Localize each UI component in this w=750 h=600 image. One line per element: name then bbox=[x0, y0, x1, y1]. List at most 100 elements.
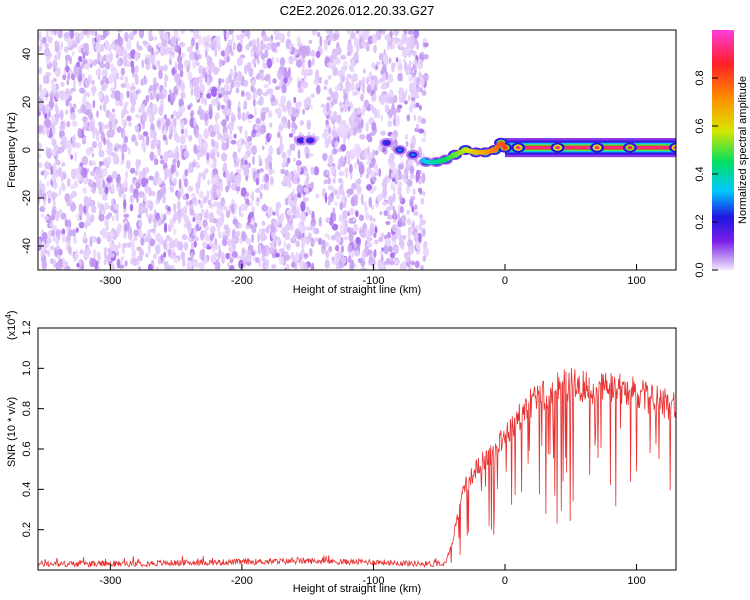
noise-cell bbox=[256, 197, 260, 202]
noise-cell bbox=[181, 234, 188, 241]
noise-cell bbox=[247, 162, 252, 169]
noise-cell bbox=[402, 58, 407, 63]
noise-cell bbox=[105, 160, 110, 169]
noise-cell bbox=[62, 94, 69, 100]
noise-cell bbox=[340, 54, 347, 60]
noise-cell bbox=[84, 63, 90, 70]
noise-cell bbox=[111, 198, 115, 205]
noise-cell bbox=[108, 119, 113, 131]
noise-cell bbox=[44, 161, 50, 169]
noise-cell bbox=[251, 129, 257, 134]
noise-cell bbox=[71, 50, 75, 57]
noise-cell bbox=[379, 250, 383, 256]
noise-cell bbox=[82, 155, 88, 166]
noise-cell bbox=[381, 247, 385, 252]
noise-cell bbox=[238, 206, 242, 217]
noise-cell bbox=[291, 205, 297, 214]
noise-cell bbox=[298, 101, 302, 107]
noise-cell bbox=[228, 74, 232, 84]
noise-cell bbox=[398, 94, 403, 103]
noise-cell bbox=[251, 226, 257, 233]
noise-cell bbox=[335, 46, 342, 56]
noise-cell bbox=[183, 223, 188, 228]
noise-cell bbox=[70, 201, 76, 212]
noise-cell bbox=[272, 221, 279, 228]
noise-cell bbox=[256, 88, 263, 96]
noise-cell bbox=[244, 159, 248, 166]
noise-cell bbox=[310, 93, 315, 99]
noise-cell bbox=[297, 192, 302, 198]
noise-cell bbox=[327, 74, 332, 80]
noise-cell bbox=[164, 80, 167, 88]
noise-cell bbox=[366, 166, 372, 176]
noise-cell bbox=[118, 264, 125, 269]
noise-cell bbox=[423, 240, 428, 248]
noise-cell bbox=[348, 231, 354, 243]
noise-cell bbox=[160, 117, 166, 127]
noise-cell bbox=[199, 84, 205, 94]
noise-cell bbox=[423, 72, 429, 82]
noise-cell bbox=[95, 68, 102, 77]
noise-cell bbox=[409, 83, 414, 94]
noise-cell bbox=[307, 59, 312, 68]
noise-cell bbox=[365, 212, 370, 221]
noise-cell bbox=[45, 104, 50, 110]
noise-cell bbox=[287, 194, 292, 201]
noise-cell bbox=[204, 225, 210, 231]
noise-cell bbox=[91, 37, 95, 47]
noise-cell bbox=[362, 77, 365, 86]
noise-cell bbox=[258, 259, 262, 268]
noise-cell bbox=[147, 243, 152, 254]
noise-cell bbox=[241, 231, 247, 242]
noise-cell bbox=[349, 259, 355, 270]
noise-cell bbox=[423, 42, 429, 48]
noise-cell bbox=[122, 208, 127, 213]
noise-cell bbox=[150, 139, 156, 150]
noise-cell bbox=[311, 30, 317, 36]
noise-cell bbox=[180, 187, 183, 197]
noise-cell bbox=[154, 244, 161, 255]
noise-cell bbox=[126, 242, 132, 248]
noise-cell bbox=[253, 90, 257, 99]
noise-cell bbox=[154, 36, 157, 41]
noise-cell bbox=[269, 122, 273, 128]
noise-cell bbox=[46, 180, 50, 187]
noise-cell bbox=[394, 115, 401, 127]
noise-cell bbox=[137, 88, 141, 94]
noise-cell bbox=[211, 86, 218, 98]
noise-cell bbox=[368, 196, 373, 208]
noise-cell bbox=[406, 39, 411, 50]
noise-cell bbox=[217, 131, 221, 141]
noise-cell bbox=[310, 181, 314, 189]
noise-cell bbox=[190, 111, 194, 119]
noise-cell bbox=[295, 160, 302, 167]
noise-cell bbox=[126, 115, 132, 122]
noise-cell bbox=[52, 181, 58, 190]
noise-cell bbox=[87, 168, 90, 173]
noise-cell bbox=[51, 229, 55, 237]
noise-cell bbox=[337, 163, 341, 171]
noise-cell bbox=[343, 61, 348, 67]
noise-cell bbox=[262, 145, 265, 151]
noise-cell bbox=[38, 153, 41, 159]
noise-cell bbox=[64, 46, 69, 53]
noise-cell bbox=[149, 151, 155, 161]
noise-cell bbox=[67, 145, 72, 156]
noise-cell bbox=[391, 234, 398, 241]
noise-cell bbox=[190, 30, 195, 33]
noise-cell bbox=[106, 176, 112, 183]
noise-cell bbox=[227, 124, 230, 130]
noise-cell bbox=[121, 108, 126, 118]
noise-cell bbox=[100, 177, 104, 189]
noise-cell bbox=[284, 197, 289, 206]
noise-cell bbox=[151, 104, 158, 115]
noise-cell bbox=[261, 72, 264, 80]
noise-cell bbox=[118, 36, 124, 47]
noise-cell bbox=[325, 250, 330, 259]
noise-cell bbox=[349, 163, 353, 174]
noise-cell bbox=[105, 61, 111, 70]
noise-cell bbox=[97, 251, 101, 263]
noise-cell bbox=[224, 83, 230, 92]
noise-cell bbox=[255, 118, 261, 125]
noise-cell bbox=[82, 187, 88, 194]
